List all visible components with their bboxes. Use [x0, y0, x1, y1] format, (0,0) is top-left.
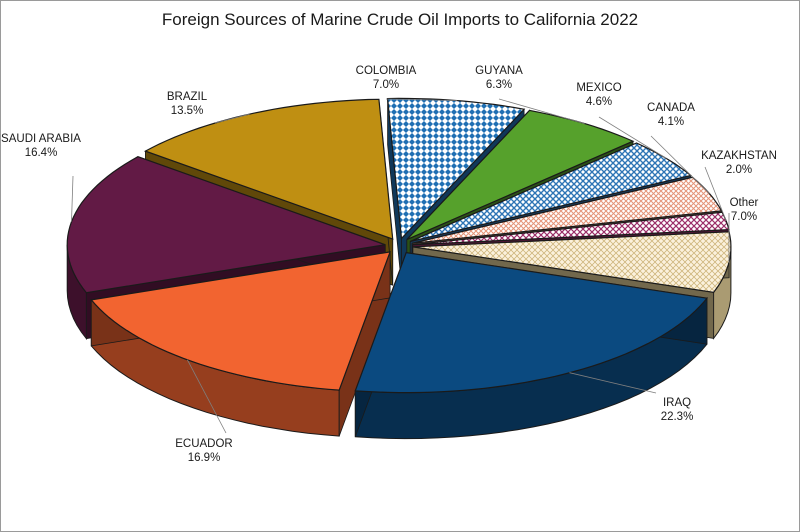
leader-saudi-arabia [71, 175, 74, 222]
slice-value-iraq: 22.3% [661, 411, 694, 423]
slice-label-other: Other [730, 197, 759, 209]
leader-mexico [598, 116, 667, 159]
slice-label-iraq: IRAQ [663, 397, 691, 409]
leader-iraq [569, 372, 657, 394]
slice-value-ecuador: 16.9% [188, 452, 221, 464]
leader-ecuador [187, 359, 227, 434]
slice-label-saudi-arabia: SAUDI ARABIA [1, 133, 81, 145]
slice-label-ecuador: ECUADOR [175, 438, 233, 450]
slice-value-colombia: 7.0% [373, 79, 399, 91]
leader-kazakhstan [704, 166, 727, 222]
slice-label-kazakhstan: KAZAKHSTAN [701, 150, 777, 162]
slice-value-kazakhstan: 2.0% [726, 164, 752, 176]
slice-label-canada: CANADA [647, 102, 695, 114]
leader-guyana [498, 98, 585, 124]
slice-value-brazil: 13.5% [171, 105, 204, 117]
slice-label-colombia: COLOMBIA [356, 65, 417, 77]
leader-canada [650, 135, 710, 194]
chart-title: Foreign Sources of Marine Crude Oil Impo… [161, 10, 639, 29]
slice-label-guyana: GUYANA [475, 65, 523, 77]
slice-label-mexico: MEXICO [576, 82, 621, 94]
slice-value-other: 7.0% [731, 211, 757, 223]
leader-brazil [214, 113, 250, 124]
slice-value-canada: 4.1% [658, 116, 684, 128]
slice-iraq [354, 251, 709, 394]
slice-value-guyana: 6.3% [486, 79, 512, 91]
leader-colombia [385, 98, 458, 101]
slice-label-brazil: BRAZIL [167, 91, 208, 103]
slice-value-saudi-arabia: 16.4% [25, 147, 58, 159]
slice-value-mexico: 4.6% [586, 96, 612, 108]
